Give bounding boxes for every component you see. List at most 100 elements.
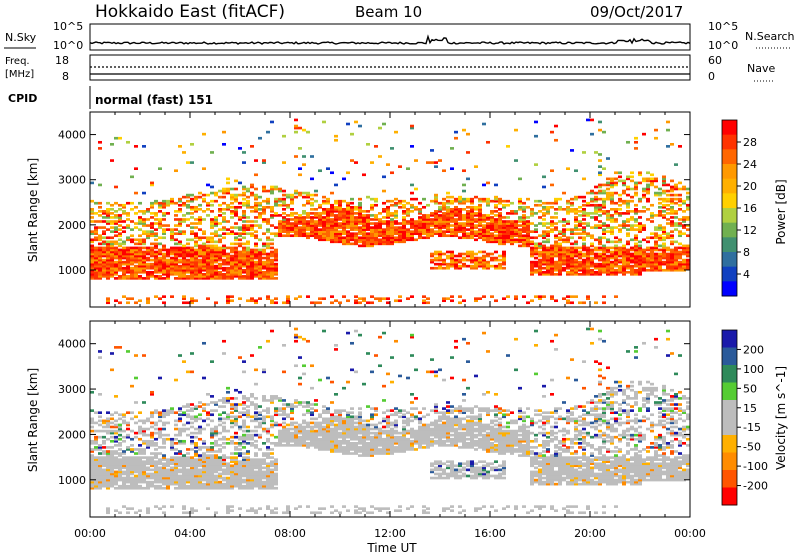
velocity-cell	[94, 458, 98, 461]
power-cell	[390, 236, 394, 240]
power-cell	[206, 183, 210, 187]
power-cell	[574, 228, 578, 231]
power-cell	[522, 244, 526, 248]
power-cell	[686, 197, 690, 201]
velocity-cell	[186, 464, 190, 468]
velocity-cell	[170, 466, 174, 470]
power-cell	[482, 232, 486, 236]
power-cell	[230, 246, 234, 250]
power-cell	[570, 254, 574, 258]
velocity-cell	[126, 433, 130, 437]
power-cell	[674, 212, 678, 215]
power-cell	[402, 220, 406, 223]
power-cell	[582, 246, 586, 250]
power-cell	[226, 262, 230, 266]
power-cell	[538, 210, 542, 213]
power-cell	[458, 258, 462, 262]
velocity-cell	[174, 427, 178, 431]
power-cell	[558, 270, 562, 274]
power-cell	[630, 216, 634, 219]
power-cell	[342, 238, 346, 242]
power-cell	[482, 216, 486, 219]
velocity-cell	[94, 437, 98, 441]
velocity-cell	[250, 466, 254, 470]
velocity-cell	[262, 429, 266, 433]
power-cell	[578, 266, 582, 270]
power-cell	[154, 275, 158, 278]
power-cell	[450, 199, 454, 203]
power-cell	[474, 205, 478, 209]
power-cell	[130, 262, 134, 266]
power-cell	[386, 220, 390, 223]
velocity-cell	[186, 462, 190, 466]
power-cell	[674, 222, 678, 225]
power-cell	[506, 145, 510, 148]
power-cell	[546, 262, 550, 266]
velocity-cell	[214, 482, 218, 486]
power-cell	[674, 256, 678, 260]
power-cell	[254, 272, 258, 276]
power-cell	[446, 210, 450, 213]
power-cell	[306, 224, 310, 227]
power-cell	[586, 214, 590, 217]
velocity-cell	[138, 444, 142, 447]
velocity-cell	[146, 433, 150, 437]
power-cell	[118, 258, 122, 262]
power-cell	[570, 236, 574, 240]
velocity-cell	[94, 429, 98, 433]
power-cell	[538, 234, 542, 238]
power-cell	[242, 250, 246, 254]
velocity-cell	[162, 427, 166, 431]
power-cell	[374, 242, 378, 246]
power-cell	[358, 218, 362, 221]
velocity-cell	[114, 474, 118, 478]
velocity-cell	[194, 466, 198, 470]
velocity-cell	[242, 466, 246, 470]
power-cell	[590, 118, 594, 122]
power-cell	[410, 145, 414, 148]
velocity-cell	[222, 472, 226, 476]
power-cell	[194, 264, 198, 268]
power-cell	[618, 175, 622, 179]
power-cell	[230, 272, 234, 276]
power-cell	[558, 220, 562, 223]
power-cell	[642, 268, 646, 272]
power-cell	[406, 167, 410, 171]
power-cell	[542, 212, 546, 215]
power-cell	[538, 242, 542, 246]
power-cell	[582, 260, 586, 264]
velocity-cell	[202, 458, 206, 461]
power-cell	[602, 252, 606, 256]
power-cell	[430, 222, 434, 225]
power-cell	[174, 272, 178, 276]
power-cell	[410, 236, 414, 240]
power-cell	[450, 264, 454, 268]
velocity-cell	[214, 474, 218, 478]
power-cell	[366, 244, 370, 248]
power-cell	[186, 199, 190, 203]
power-cell	[542, 272, 546, 276]
power-cell	[622, 246, 626, 250]
velocity-cell	[138, 427, 142, 431]
velocity-cell	[258, 435, 262, 439]
power-cell	[554, 212, 558, 215]
velocity-cell	[246, 456, 250, 459]
velocity-cell	[162, 433, 166, 437]
power-cell	[346, 122, 350, 126]
power-cell	[346, 236, 350, 240]
velocity-cell	[114, 439, 118, 443]
velocity-cell	[242, 397, 246, 400]
power-cell	[422, 230, 426, 233]
power-cell	[202, 218, 206, 221]
power-cell	[638, 171, 642, 175]
power-cell	[414, 232, 418, 236]
power-cell	[270, 260, 274, 264]
power-cell	[174, 250, 178, 254]
power-cell	[138, 240, 142, 244]
power-cell	[474, 260, 478, 264]
power-cell	[362, 222, 366, 225]
power-cell	[490, 220, 494, 223]
power-cell	[582, 238, 586, 242]
power-cell	[190, 299, 194, 303]
velocity-cell	[234, 417, 238, 421]
